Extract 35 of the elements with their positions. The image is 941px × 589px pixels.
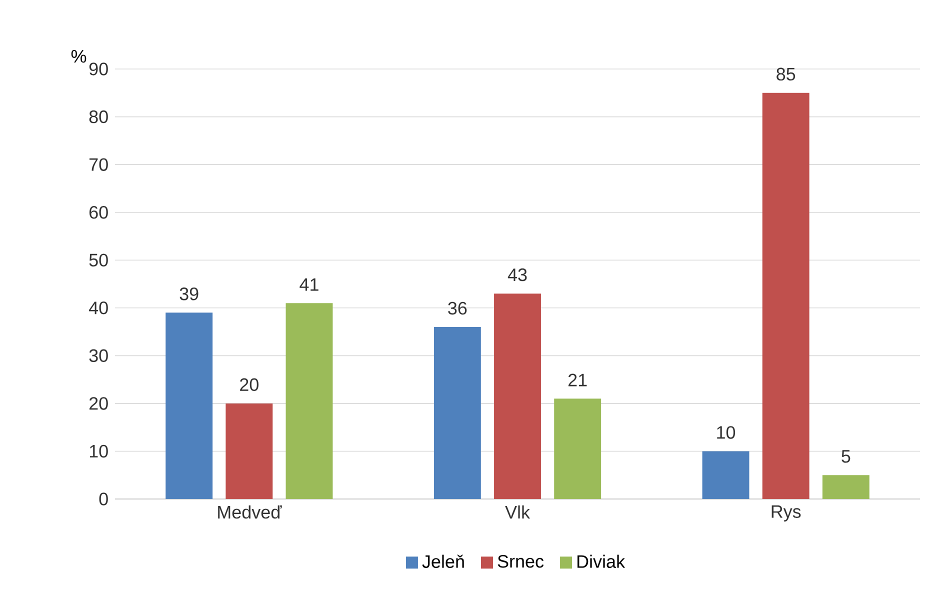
y-tick-label: 80 [89,110,108,124]
y-tick-label: 70 [89,158,108,171]
data-label: 85 [776,68,796,81]
bar [762,92,810,499]
y-tick-label: 90 [89,62,108,76]
y-axis-title: % [71,50,86,63]
data-label: 41 [300,278,318,291]
bar [286,303,333,499]
bar [822,475,870,499]
data-label: 36 [448,302,467,315]
bar [702,451,750,499]
bar [166,312,213,499]
y-tick-label: 10 [90,444,108,458]
y-tick-label: 20 [89,397,108,410]
bar [554,398,602,499]
bar [434,327,481,499]
x-tick-label: Vlk [505,505,530,518]
y-tick-label: 60 [89,206,108,219]
x-tick-label: Rys [772,505,801,522]
data-label: 21 [568,374,587,386]
y-tick-label: 50 [89,254,108,267]
legend-label: Srnec [498,554,544,568]
data-label: 5 [842,450,850,463]
y-tick-label: 0 [99,492,108,506]
legend-label: Jeleň [422,554,464,568]
data-label: 39 [180,288,198,300]
data-label: 10 [717,426,736,439]
bar [226,403,273,499]
data-label: 20 [240,378,258,392]
legend-label: Diviak [578,554,626,568]
bar [494,294,541,499]
x-tick-label: Medveď [218,505,282,519]
data-label: 43 [508,268,527,282]
y-tick-label: 40 [88,302,108,314]
y-tick-label: 30 [89,349,108,362]
